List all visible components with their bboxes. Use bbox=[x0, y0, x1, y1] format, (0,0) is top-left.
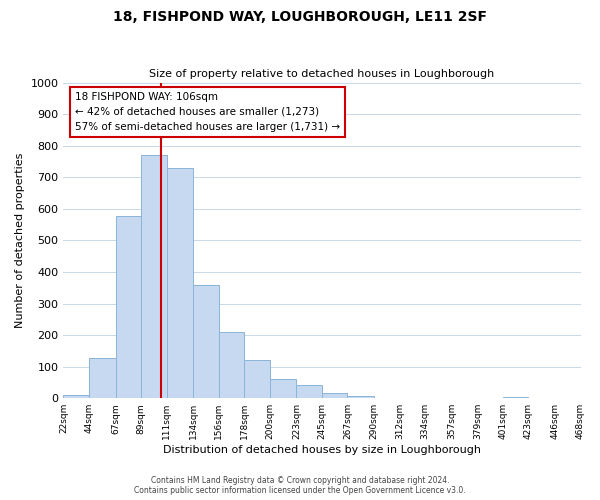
Title: Size of property relative to detached houses in Loughborough: Size of property relative to detached ho… bbox=[149, 69, 494, 79]
Bar bbox=[141, 155, 167, 398]
Text: 18, FISHPOND WAY, LOUGHBOROUGH, LE11 2SF: 18, FISHPOND WAY, LOUGHBOROUGH, LE11 2SF bbox=[113, 10, 487, 24]
Text: 18 FISHPOND WAY: 106sqm
← 42% of detached houses are smaller (1,273)
57% of semi: 18 FISHPOND WAY: 106sqm ← 42% of detache… bbox=[75, 92, 340, 132]
Bar bbox=[347, 396, 374, 398]
Bar bbox=[322, 394, 347, 398]
Text: Contains HM Land Registry data © Crown copyright and database right 2024.
Contai: Contains HM Land Registry data © Crown c… bbox=[134, 476, 466, 495]
Bar bbox=[219, 332, 244, 398]
Bar bbox=[296, 385, 322, 398]
Bar bbox=[193, 284, 219, 398]
X-axis label: Distribution of detached houses by size in Loughborough: Distribution of detached houses by size … bbox=[163, 445, 481, 455]
Y-axis label: Number of detached properties: Number of detached properties bbox=[15, 152, 25, 328]
Bar bbox=[64, 395, 89, 398]
Bar bbox=[89, 358, 116, 398]
Bar bbox=[116, 216, 141, 398]
Bar bbox=[270, 380, 296, 398]
Bar bbox=[167, 168, 193, 398]
Bar bbox=[244, 360, 270, 398]
